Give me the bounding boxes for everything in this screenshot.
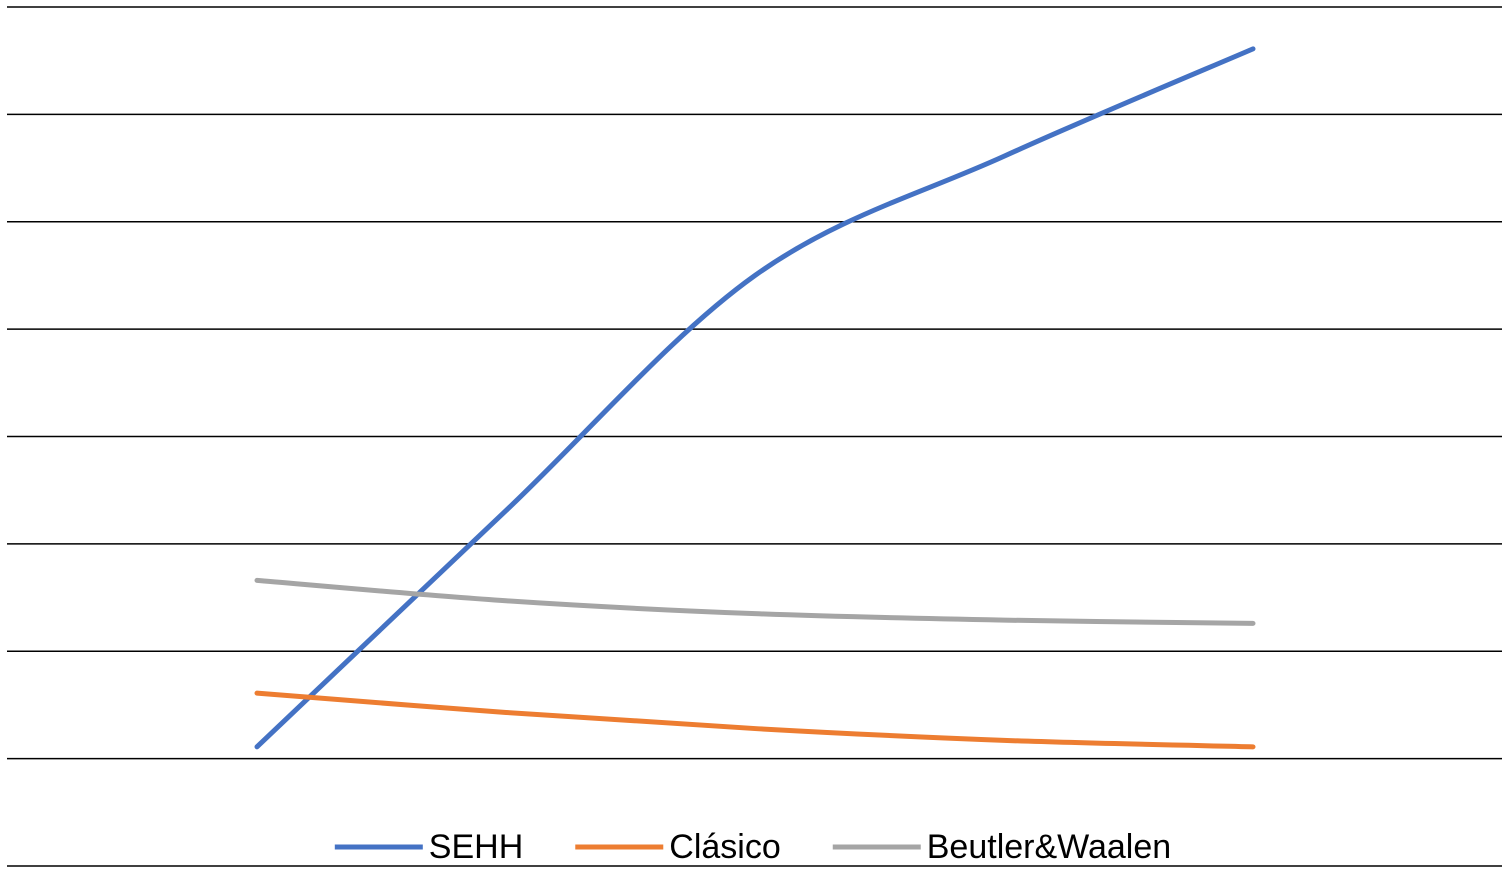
series-line bbox=[254, 690, 1256, 750]
legend-label: Beutler&Waalen bbox=[927, 828, 1171, 866]
legend-label: Clásico bbox=[669, 828, 780, 866]
legend-label: SEHH bbox=[429, 828, 523, 866]
series-line bbox=[254, 577, 1256, 626]
series-line bbox=[254, 46, 1256, 750]
